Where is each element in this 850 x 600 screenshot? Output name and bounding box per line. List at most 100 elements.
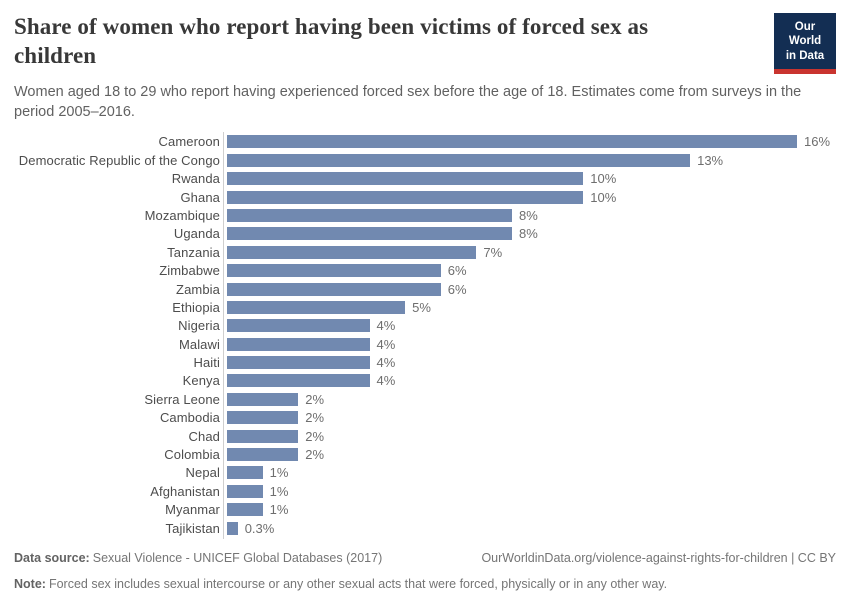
value-label: 0.3% — [244, 520, 275, 536]
footer: Data source: Sexual Violence - UNICEF Glo… — [14, 550, 836, 592]
chart-row: Chad 2% — [14, 427, 836, 445]
bar-cambodia[interactable] — [227, 411, 299, 425]
bar-cell: 1% — [220, 502, 836, 517]
chart-row: Rwanda 10% — [14, 170, 836, 188]
value-label: 4% — [376, 336, 396, 352]
country-label: Rwanda — [171, 171, 220, 187]
bar-cell: 5% — [220, 300, 836, 315]
chart-row: Tajikistan 0.3% — [14, 519, 836, 537]
country-label: Kenya — [182, 373, 220, 389]
value-label: 8% — [519, 226, 538, 242]
value-label: 4% — [376, 355, 396, 371]
bar-cell: 6% — [220, 282, 836, 297]
bar-cell: 2% — [220, 392, 836, 407]
chart-row: Ghana 10% — [14, 188, 836, 206]
value-label: 6% — [447, 263, 467, 279]
chart-row: Kenya 4% — [14, 372, 836, 390]
value-label: 2% — [305, 428, 325, 444]
country-label: Colombia — [164, 447, 220, 463]
chart-row: Cambodia 2% — [14, 409, 836, 427]
value-label: 10% — [590, 171, 617, 187]
note-label: Note: — [14, 576, 46, 591]
chart-row: Colombia 2% — [14, 445, 836, 463]
bar-nepal[interactable] — [227, 466, 263, 480]
chart-row: Nepal 1% — [14, 464, 836, 482]
bar-zambia[interactable] — [227, 282, 441, 296]
bar-chart: Cameroon 16% Democratic Republic of the Co… — [14, 131, 836, 540]
data-source-label: Data source: — [14, 551, 90, 566]
country-label: Tanzania — [167, 244, 220, 260]
country-label: Ghana — [180, 189, 220, 205]
bar-haiti[interactable] — [227, 356, 370, 370]
y-axis-line — [223, 131, 224, 540]
bar-cell: 10% — [220, 171, 836, 186]
logo-red-strip — [774, 69, 836, 75]
bar-nigeria[interactable] — [227, 319, 370, 333]
value-label: 2% — [305, 410, 325, 426]
bar-myanmar[interactable] — [227, 503, 263, 517]
bar-ghana[interactable] — [227, 190, 584, 204]
data-source-text: Sexual Violence - UNICEF Global Database… — [92, 551, 383, 566]
data-source: Data source: Sexual Violence - UNICEF Glo… — [14, 550, 382, 566]
bar-colombia[interactable] — [227, 448, 299, 462]
bar-cell: 7% — [220, 245, 836, 260]
footer-note: Note: Forced sex includes sexual intercou… — [14, 576, 836, 592]
bar-chad[interactable] — [227, 429, 299, 443]
owid-logo[interactable]: Our World in Data — [774, 13, 836, 75]
country-label: Myanmar — [165, 502, 220, 518]
bar-tanzania[interactable] — [227, 245, 477, 259]
bar-ethiopia[interactable] — [227, 300, 406, 314]
bar-democratic-republic-of-the-congo[interactable] — [227, 153, 691, 167]
chart-row: Cameroon 16% — [14, 133, 836, 151]
country-label: Tajikistan — [165, 520, 220, 536]
chart-row: Afghanistan 1% — [14, 482, 836, 500]
chart-row: Democratic Republic of the Congo 13% — [14, 151, 836, 169]
value-label: 2% — [305, 391, 325, 407]
chart-row: Nigeria 4% — [14, 317, 836, 335]
bar-cell: 1% — [220, 484, 836, 499]
country-label: Zambia — [176, 281, 220, 297]
footer-row: Data source: Sexual Violence - UNICEF Glo… — [14, 550, 836, 566]
chart-row: Zimbabwe 6% — [14, 261, 836, 279]
country-label: Chad — [188, 428, 220, 444]
bar-cell: 6% — [220, 263, 836, 278]
bar-sierra-leone[interactable] — [227, 392, 299, 406]
value-label: 1% — [269, 465, 289, 481]
bar-cell: 2% — [220, 429, 836, 444]
chart-row: Uganda 8% — [14, 225, 836, 243]
bar-tajikistan[interactable] — [227, 521, 238, 535]
bar-cell: 1% — [220, 465, 836, 480]
bar-cell: 4% — [220, 337, 836, 352]
header: Share of women who report having been vi… — [14, 12, 836, 75]
country-label: Zimbabwe — [159, 263, 220, 279]
value-label: 7% — [483, 244, 503, 260]
bar-malawi[interactable] — [227, 337, 370, 351]
bar-kenya[interactable] — [227, 374, 370, 388]
bar-cameroon[interactable] — [227, 135, 797, 149]
value-label: 10% — [590, 189, 617, 205]
chart-row: Sierra Leone 2% — [14, 390, 836, 408]
bar-zimbabwe[interactable] — [227, 264, 441, 278]
chart-row: Myanmar 1% — [14, 501, 836, 519]
bar-afghanistan[interactable] — [227, 484, 263, 498]
bar-cell: 4% — [220, 318, 836, 333]
plot-rows: Cameroon 16% Democratic Republic of the Co… — [14, 133, 836, 538]
bar-cell: 0.3% — [220, 521, 836, 536]
bar-uganda[interactable] — [227, 227, 512, 241]
bar-cell: 4% — [220, 355, 836, 370]
country-label: Sierra Leone — [144, 391, 220, 407]
chart-row: Malawi 4% — [14, 335, 836, 353]
country-label: Uganda — [173, 226, 220, 242]
chart-row: Haiti 4% — [14, 353, 836, 371]
footer-link[interactable]: OurWorldinData.org/violence-against-righ… — [481, 551, 836, 566]
bar-rwanda[interactable] — [227, 172, 584, 186]
bar-cell: 16% — [220, 134, 836, 149]
value-label: 1% — [269, 502, 289, 518]
value-label: 5% — [412, 299, 431, 315]
page-title: Share of women who report having been vi… — [14, 14, 649, 69]
chart-subtitle: Women aged 18 to 29 who report having ex… — [14, 84, 802, 121]
bar-mozambique[interactable] — [227, 208, 512, 222]
value-label: 16% — [804, 134, 831, 150]
bar-cell: 8% — [220, 208, 836, 223]
